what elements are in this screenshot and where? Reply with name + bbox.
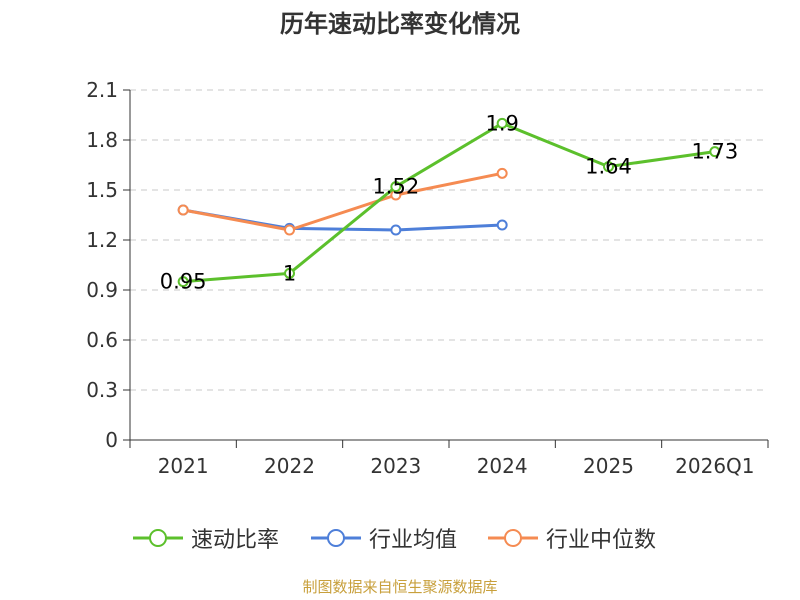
y-tick-label: 1.8 xyxy=(86,128,118,152)
data-label-layer: 0.95 1 1.52 1.9 1.64 1.73 xyxy=(160,111,738,293)
data-label: 1.64 xyxy=(585,155,632,179)
data-point xyxy=(496,219,508,231)
legend-marker-icon xyxy=(133,529,183,547)
data-point xyxy=(390,181,402,193)
data-label: 1 xyxy=(283,261,296,285)
data-label: 0.95 xyxy=(160,270,207,294)
data-point xyxy=(603,161,614,173)
data-point xyxy=(390,224,402,236)
legend-marker-icon xyxy=(488,529,538,547)
y-tick-label: 1.2 xyxy=(86,228,118,252)
y-tick-label: 0 xyxy=(105,428,118,452)
data-point xyxy=(177,276,189,288)
data-point xyxy=(496,167,508,179)
grid-layer xyxy=(130,89,768,391)
data-label: 1.73 xyxy=(691,140,738,164)
data-label: 1.9 xyxy=(485,111,518,135)
x-tick-label: 2021 xyxy=(158,454,209,478)
axis-layer: 0 0.3 0.6 0.9 1.2 1.5 1.8 2.1 2021 2022 2023 2024 20… xyxy=(86,78,769,478)
data-point xyxy=(709,146,721,158)
y-tick-label: 2.1 xyxy=(86,78,118,102)
x-tick-label: 2024 xyxy=(477,454,528,478)
data-point xyxy=(284,224,295,236)
legend: 速动比率 行业均值 行业中位数 xyxy=(0,518,800,558)
legend-label: 行业中位数 xyxy=(546,528,657,553)
y-tick-label: 0.9 xyxy=(86,278,118,302)
legend-marker-icon xyxy=(311,529,361,547)
data-point xyxy=(496,117,508,129)
legend-label: 行业均值 xyxy=(369,528,458,553)
legend-item-industry-mean[interactable]: 行业均值 xyxy=(311,518,457,558)
series-line-0 xyxy=(183,121,716,284)
y-tick-label: 1.5 xyxy=(86,178,118,202)
y-tick-label: 0.3 xyxy=(86,378,118,402)
source-note: 制图数据来自恒生聚源数据库 xyxy=(302,578,498,596)
legend-item-quick-ratio[interactable]: 速动比率 xyxy=(133,518,279,558)
series-line-2 xyxy=(182,171,503,232)
x-tick-label: 2023 xyxy=(370,454,421,478)
x-tick-label: 2022 xyxy=(264,454,315,478)
legend-label: 速动比率 xyxy=(191,528,280,553)
data-label: 1.52 xyxy=(372,175,419,199)
legend-item-industry-median[interactable]: 行业中位数 xyxy=(488,518,656,558)
data-point xyxy=(284,267,295,279)
x-tick-label: 2025 xyxy=(583,454,634,478)
chart-title: 历年速动比率变化情况 xyxy=(280,10,520,38)
x-tick-label: 2026Q1 xyxy=(675,454,754,478)
series-layer xyxy=(177,117,721,288)
data-point xyxy=(177,204,189,216)
y-tick-label: 0.6 xyxy=(86,328,118,352)
